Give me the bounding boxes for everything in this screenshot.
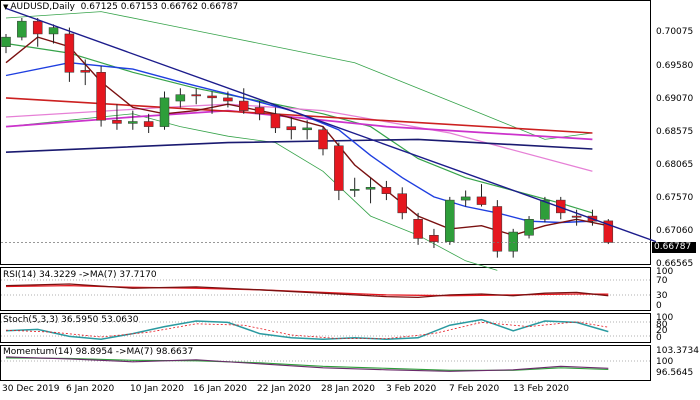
candle-bullish <box>128 121 138 124</box>
high-value: 0.67153 <box>120 2 158 12</box>
candle-bearish <box>397 193 407 214</box>
rsi-panel[interactable] <box>0 267 651 311</box>
candle-bearish <box>239 100 249 111</box>
candle-bearish <box>254 107 265 115</box>
candle-bullish <box>48 27 59 35</box>
candle-bullish <box>508 231 518 252</box>
price-axis-label: 0.68065 <box>656 160 694 170</box>
candle-bearish <box>334 145 344 191</box>
close-value: 0.66787 <box>200 2 239 12</box>
date-axis-label: 3 Feb 2020 <box>386 384 437 394</box>
downtrend-line <box>5 7 657 243</box>
price-axis-label: 0.70075 <box>656 27 694 37</box>
candle-bearish <box>80 70 90 73</box>
candle-bearish <box>270 113 281 129</box>
candle-bearish <box>112 119 122 124</box>
candle-bearish <box>286 126 297 131</box>
candle-bearish <box>429 234 439 242</box>
price-axis-label: 0.67570 <box>656 193 694 203</box>
stoch-main-line <box>5 318 609 340</box>
low-value: 0.66762 <box>160 2 199 12</box>
candle-bearish <box>191 94 201 97</box>
bollinger-lower-band <box>5 113 498 271</box>
chart-header: ▼ AUDUSD,Daily 0.67125 0.67153 0.66762 0.… <box>3 2 238 13</box>
collapse-triangle-icon[interactable]: ▼ <box>3 3 9 11</box>
candle-bullish <box>540 199 550 220</box>
rsi-line <box>5 283 609 299</box>
candle-bullish <box>17 20 27 38</box>
candle-bullish <box>1 36 11 47</box>
stoch-level-label: 80 <box>656 320 668 330</box>
stoch-level-label: 20 <box>656 326 668 336</box>
date-axis-label: 22 Jan 2020 <box>257 384 311 394</box>
momentum-label: Momentum(14) 98.8954 ->MA(7) 98.6637 <box>3 347 194 357</box>
candle-bearish <box>64 33 75 73</box>
candle-bearish <box>603 220 614 243</box>
date-axis-label: 6 Jan 2020 <box>66 384 115 394</box>
candle-bearish <box>413 219 423 239</box>
candle-bearish <box>476 196 487 205</box>
momentum-level-label: 100 <box>656 357 674 367</box>
price-axis-label: 0.67060 <box>656 226 694 236</box>
stoch-level-label: 0 <box>656 333 662 343</box>
rsi-ma-line <box>5 284 609 297</box>
rsi-label: RSI(14) 34.3229 ->MA(7) 37.7170 <box>3 270 157 280</box>
date-axis-label: 7 Feb 2020 <box>449 384 500 394</box>
candle-bullish <box>302 127 312 131</box>
symbol-label: AUDUSD,Daily <box>10 2 75 12</box>
price-axis-label: 0.69580 <box>656 61 694 71</box>
rsi-level-label: 70 <box>656 276 668 286</box>
date-axis-label: 10 Jan 2020 <box>130 384 184 394</box>
candle-bearish <box>318 129 328 150</box>
date-axis-label: 30 Dec 2019 <box>2 384 60 394</box>
date-axis-label: 16 Jan 2020 <box>193 384 247 394</box>
candle-bearish <box>207 95 217 99</box>
candle-bearish <box>492 206 503 252</box>
open-value: 0.67125 <box>80 2 118 12</box>
momentum-panel[interactable] <box>0 345 651 381</box>
momentum-level-label: 96.5645 <box>656 368 694 378</box>
momentum-ma-line <box>5 357 609 371</box>
candle-bearish <box>223 97 233 102</box>
date-axis-label: 13 Feb 2020 <box>513 384 570 394</box>
candle-bullish <box>365 187 376 190</box>
price-axis-label: 0.69070 <box>656 94 694 104</box>
candle-bullish <box>524 219 534 236</box>
current-price-tag: 0.66787 <box>652 242 696 253</box>
candle-bullish <box>445 199 455 242</box>
candle-bearish <box>143 121 154 127</box>
candle-bearish <box>32 20 43 35</box>
stoch-level-label: 100 <box>656 313 674 323</box>
price-axis-label: 0.68575 <box>656 127 694 137</box>
bollinger-upper-band <box>5 11 593 140</box>
rsi-level-label: 100 <box>656 267 674 277</box>
rsi-level-label: 30 <box>656 291 668 301</box>
date-axis-label: 28 Jan 2020 <box>321 384 375 394</box>
moving-average-red <box>5 97 593 134</box>
momentum-level-label: 103.3734 <box>656 346 699 356</box>
price-axis-label: 0.66565 <box>656 259 694 269</box>
candle-bearish <box>571 215 582 218</box>
candle-bearish <box>96 72 106 121</box>
momentum-line <box>5 356 609 372</box>
candle-bullish <box>349 188 360 191</box>
rsi-level-label: 0 <box>656 301 662 311</box>
stoch-label: Stoch(5,3,3) 36.5950 53.0630 <box>3 315 139 325</box>
candle-bullish <box>175 94 186 102</box>
candle-bearish <box>381 187 392 194</box>
moving-average-navy <box>5 138 593 153</box>
moving-average-blue <box>5 61 593 224</box>
candle-bullish <box>159 97 170 127</box>
candle-bullish <box>460 196 471 201</box>
